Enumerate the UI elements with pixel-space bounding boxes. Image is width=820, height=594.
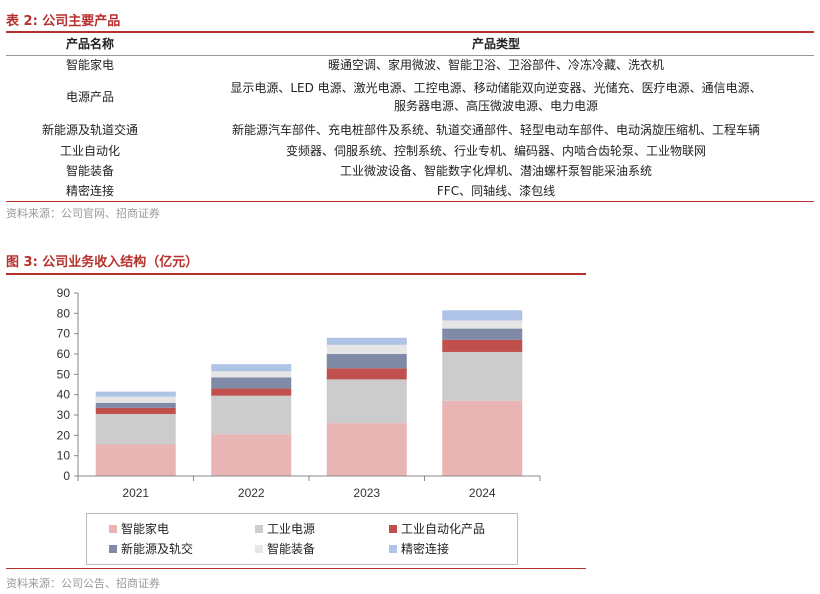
bar-segment [211,371,292,378]
table-row-name: 工业自动化 [59,144,120,158]
bar-segment [326,354,407,369]
bar-segment [442,400,523,476]
chart-legend: 智能家电 工业电源 工业自动化产品新能源及轨交 智能装备 精密连接 [86,513,518,565]
bar-segment [211,377,292,389]
revenue-chart: 0 10 20 30 40 50 60 70 80 90 2021 2022 2023 2024 [57,286,541,500]
legend-swatch [389,525,397,533]
legend-label: 精密连接 [401,542,450,556]
table-source: 资料来源：公司官网、招商证券 [6,207,160,220]
bar-segment [95,402,176,408]
bar-segment [95,407,176,414]
bar-segment [326,379,407,424]
legend-label: 工业自动化产品 [401,522,486,536]
table-row-types: 服务器电源、高压微波电源、电力电源 [393,99,598,113]
legend-item: 新能源及轨交 [109,540,193,557]
table-row-types: 暖通空调、家用微波、智能卫浴、卫浴部件、冷冻冷藏、洗衣机 [327,58,664,72]
legend-label: 智能装备 [267,542,316,556]
y-tick-label: 50 [57,367,71,381]
bar-segment [442,328,523,340]
legend-swatch [109,525,117,533]
figure-title: 图 3: 公司业务收入结构（亿元） [6,255,199,270]
legend-label: 工业电源 [267,522,316,536]
y-tick-label: 60 [57,347,71,361]
bar-segment [326,337,407,345]
table-top-rule [6,31,814,33]
table-row-types: 新能源汽车部件、充电桩部件及系统、轨道交通部件、轻型电动车部件、电动涡旋压缩机、… [231,123,760,137]
table-row-name: 精密连接 [65,184,114,198]
bar-segment [442,339,523,352]
table-row-types: FFC、同轴线、漆包线 [436,184,556,198]
bar-segment [211,364,292,372]
legend-item: 精密连接 [389,540,449,557]
bar-segment [211,434,292,476]
table-bottom-rule [6,201,814,202]
bars [95,310,523,476]
table-row-name: 电源产品 [65,90,114,104]
bar-segment [442,320,523,329]
x-tick-label: 2022 [238,486,265,500]
x-tick-label: 2023 [353,486,380,500]
y-axis: 0 10 20 30 40 50 60 70 80 90 [57,286,79,483]
bar-segment [95,396,176,403]
table-header-rule [6,55,814,56]
legend-item: 工业电源 [255,520,315,537]
y-tick-label: 0 [63,469,70,483]
y-tick-label: 30 [57,408,71,422]
legend-item: 智能装备 [255,540,315,557]
table-title: 表 2: 公司主要产品 [6,14,121,29]
legend-label: 智能家电 [121,522,170,536]
bar-segment [442,310,523,321]
x-tick-label: 2024 [469,486,496,500]
y-tick-label: 70 [57,327,71,341]
legend-label: 新能源及轨交 [121,542,194,556]
bar-segment [95,391,176,397]
table-row-types: 显示电源、LED 电源、激光电源、工控电源、移动储能双向逆变器、光储充、医疗电源… [230,81,762,95]
x-axis: 2021 2022 2023 2024 [77,475,541,500]
table-row-name: 智能装备 [65,164,114,178]
figure-source: 资料来源：公司公告、招商证券 [6,577,160,590]
y-tick-label: 20 [57,428,71,442]
table-row-types: 变频器、伺服系统、控制系统、行业专机、编码器、内啮合齿轮泵、工业物联网 [285,144,706,158]
header-product-type: 产品类型 [471,37,520,51]
figure-top-rule [6,273,586,275]
legend-item: 工业自动化产品 [389,520,485,537]
bar-segment [326,344,407,354]
y-tick-label: 90 [57,286,71,300]
bar-segment [326,368,407,380]
legend-swatch [389,545,397,553]
bar-segment [95,444,176,476]
legend-swatch [255,525,263,533]
figure-bottom-rule [6,568,586,569]
legend-swatch [109,545,117,553]
legend-item: 智能家电 [109,520,169,537]
table-row-name: 智能家电 [65,58,114,72]
x-tick-label: 2021 [122,486,149,500]
bar-segment [211,388,292,396]
y-tick-label: 80 [57,306,71,320]
header-product-name: 产品名称 [65,37,114,51]
bar-segment [211,395,292,435]
bar-segment [326,423,407,476]
bar-segment [442,351,523,401]
legend-swatch [255,545,263,553]
table-row-name: 新能源及轨道交通 [41,123,138,137]
bar-segment [95,413,176,445]
table-row-types: 工业微波设备、智能数字化焊机、潜油螺杆泵智能采油系统 [339,164,652,178]
y-tick-label: 40 [57,388,71,402]
y-tick-label: 10 [57,449,71,463]
